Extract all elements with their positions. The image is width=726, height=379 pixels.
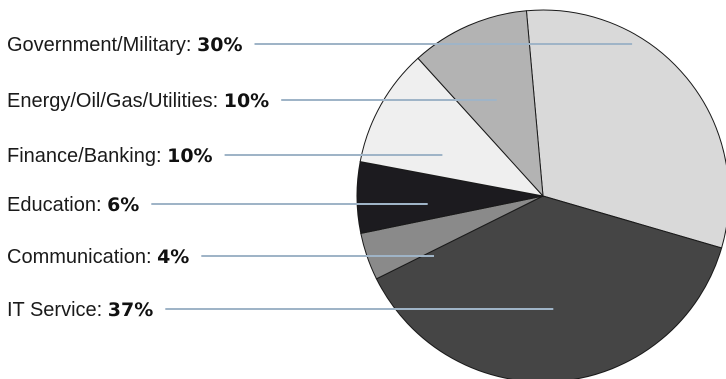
slice-value-text: 10% bbox=[224, 90, 269, 112]
slice-category-text: Energy/Oil/Gas/Utilities: bbox=[7, 90, 224, 112]
slice-label-education: Education: 6% bbox=[7, 194, 139, 216]
slice-value-text: 37% bbox=[108, 299, 153, 321]
slice-labels: Government/Military: 30% Energy/Oil/Gas/U… bbox=[7, 34, 633, 321]
pie-slices bbox=[356, 9, 726, 379]
slice-value-text: 6% bbox=[107, 194, 139, 216]
slice-label-finance-banking: Finance/Banking: 10% bbox=[7, 145, 213, 167]
slice-label-energy-oil-gas-utilities: Energy/Oil/Gas/Utilities: 10% bbox=[7, 90, 269, 112]
slice-category-text: Government/Military: bbox=[7, 34, 197, 56]
slice-label-government-military: Government/Military: 30% bbox=[7, 34, 243, 56]
pie-slice-finance-banking bbox=[359, 57, 545, 197]
pie-slice-energy-oil-gas-utilities bbox=[417, 10, 544, 198]
slice-category-text: IT Service: bbox=[7, 299, 108, 321]
pie-slice-it-service bbox=[375, 195, 723, 379]
pie-slice-government-military bbox=[525, 9, 726, 249]
slice-value-text: 30% bbox=[197, 34, 242, 56]
slice-label-communication: Communication: 4% bbox=[7, 246, 189, 268]
slice-category-text: Communication: bbox=[7, 246, 157, 268]
slice-value-text: 4% bbox=[157, 246, 189, 268]
slice-label-it-service: IT Service: 37% bbox=[7, 299, 153, 321]
slice-category-text: Education: bbox=[7, 194, 107, 216]
slice-value-text: 10% bbox=[167, 145, 212, 167]
slice-category-text: Finance/Banking: bbox=[7, 145, 167, 167]
